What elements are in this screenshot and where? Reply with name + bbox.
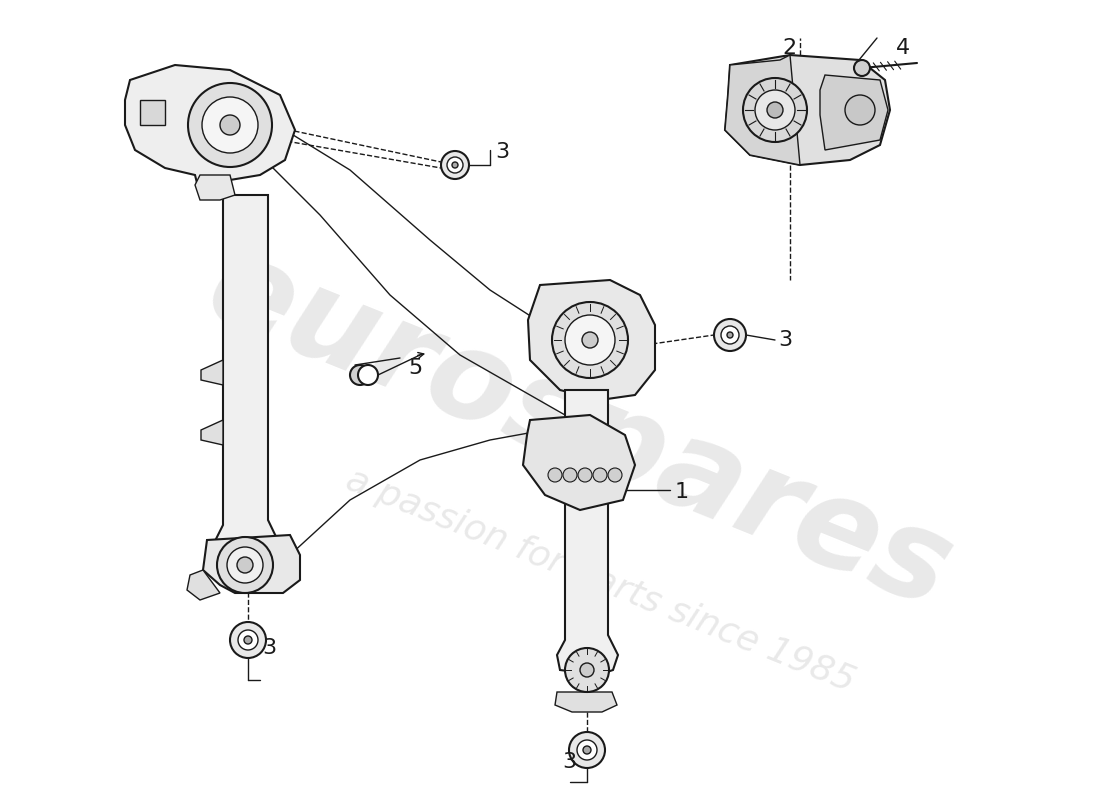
Circle shape [227,547,263,583]
Text: 2: 2 [782,38,796,58]
Circle shape [755,90,795,130]
Circle shape [578,468,592,482]
Polygon shape [125,65,295,195]
Polygon shape [528,280,654,400]
Circle shape [230,622,266,658]
Circle shape [188,83,272,167]
Circle shape [452,162,458,168]
Circle shape [350,365,370,385]
Circle shape [563,468,578,482]
Circle shape [548,468,562,482]
Polygon shape [557,390,618,675]
Text: 3: 3 [778,330,792,350]
Circle shape [593,468,607,482]
Circle shape [217,537,273,593]
Circle shape [565,315,615,365]
Text: 4: 4 [896,38,910,58]
Polygon shape [725,55,890,165]
Circle shape [552,302,628,378]
Circle shape [220,115,240,135]
Circle shape [854,60,870,76]
Circle shape [441,151,469,179]
Circle shape [742,78,807,142]
Circle shape [608,468,622,482]
Circle shape [236,557,253,573]
Circle shape [767,102,783,118]
Text: 1: 1 [675,482,689,502]
Text: 5: 5 [408,358,422,378]
Circle shape [583,746,591,754]
Circle shape [578,740,597,760]
Text: eurospares: eurospares [191,226,969,634]
Circle shape [358,365,378,385]
Polygon shape [204,535,300,593]
Circle shape [720,326,739,344]
Text: 3: 3 [262,638,276,658]
Circle shape [238,630,258,650]
Circle shape [244,636,252,644]
Circle shape [447,157,463,173]
Polygon shape [201,420,223,445]
Text: 3: 3 [495,142,509,162]
Polygon shape [213,195,280,562]
Polygon shape [556,692,617,712]
Polygon shape [187,570,220,600]
Polygon shape [522,415,635,510]
Text: a passion for parts since 1985: a passion for parts since 1985 [341,462,859,698]
Circle shape [582,332,598,348]
Circle shape [714,319,746,351]
Text: 3: 3 [562,752,576,772]
Polygon shape [195,175,235,200]
Circle shape [565,648,609,692]
Circle shape [845,95,875,125]
Circle shape [202,97,258,153]
Polygon shape [820,75,888,150]
Circle shape [569,732,605,768]
Circle shape [580,663,594,677]
Circle shape [727,332,733,338]
Polygon shape [725,55,800,165]
Polygon shape [201,360,223,385]
Polygon shape [140,100,165,125]
